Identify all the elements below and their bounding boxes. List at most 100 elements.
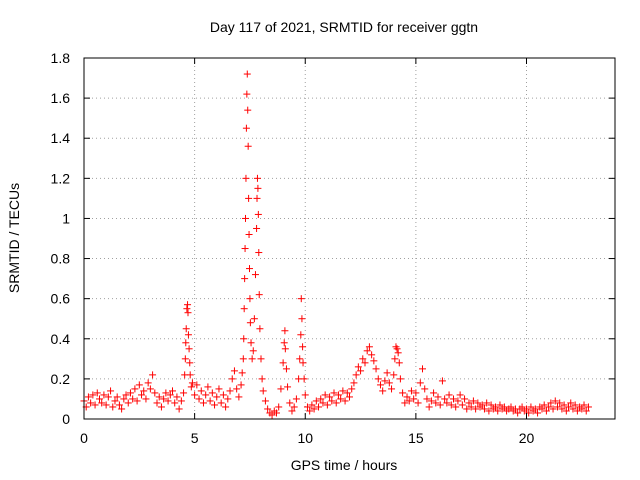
- data-point: [211, 401, 219, 409]
- data-point: [241, 245, 249, 253]
- data-point: [567, 399, 575, 407]
- data-point: [290, 403, 298, 411]
- data-point: [184, 309, 192, 317]
- data-point: [432, 399, 440, 407]
- data-point: [434, 393, 442, 401]
- y-tick-label: 0.8: [51, 251, 71, 267]
- data-point: [240, 305, 248, 313]
- data-point: [401, 399, 409, 407]
- data-point: [142, 395, 150, 403]
- data-point: [202, 391, 210, 399]
- data-point: [183, 305, 191, 313]
- data-point: [571, 401, 579, 409]
- data-point: [438, 377, 446, 385]
- data-point: [560, 401, 568, 409]
- data-point: [556, 399, 564, 407]
- data-point: [396, 375, 404, 383]
- data-point: [251, 271, 259, 279]
- data-point: [531, 405, 539, 413]
- data-point: [343, 389, 351, 397]
- data-point: [184, 301, 192, 309]
- data-point: [111, 397, 119, 405]
- data-point: [195, 395, 203, 403]
- data-point: [146, 385, 154, 393]
- data-point: [523, 405, 530, 413]
- data-point: [126, 389, 134, 397]
- data-point: [98, 399, 106, 407]
- data-point: [547, 399, 555, 407]
- data-point: [315, 403, 323, 411]
- data-point: [412, 389, 420, 397]
- data-point: [469, 397, 477, 405]
- data-point: [93, 389, 101, 397]
- data-point: [166, 391, 174, 399]
- data-point: [443, 399, 451, 407]
- data-point: [381, 377, 389, 385]
- data-point: [441, 395, 449, 403]
- data-point: [301, 391, 309, 399]
- data-point: [317, 395, 325, 403]
- data-point: [321, 391, 329, 399]
- data-point: [348, 385, 356, 393]
- data-point: [277, 385, 285, 393]
- data-point: [376, 381, 384, 389]
- data-point: [494, 407, 502, 415]
- data-point: [186, 359, 194, 367]
- data-point: [436, 401, 444, 409]
- data-point: [241, 275, 249, 283]
- data-point: [124, 399, 132, 407]
- data-point: [286, 399, 294, 407]
- data-point: [368, 351, 376, 359]
- data-point: [239, 355, 247, 363]
- x-tick-label: 10: [297, 430, 313, 446]
- data-point: [463, 405, 471, 413]
- data-point: [323, 401, 331, 409]
- data-point: [171, 399, 179, 407]
- data-point: [107, 387, 115, 395]
- data-point: [558, 405, 566, 413]
- data-point: [129, 395, 137, 403]
- data-point: [186, 371, 194, 379]
- data-point: [256, 325, 264, 333]
- data-point: [91, 401, 99, 409]
- data-point: [374, 375, 382, 383]
- data-point: [299, 359, 307, 367]
- data-point: [370, 357, 378, 365]
- data-point: [197, 387, 205, 395]
- data-point: [383, 369, 391, 377]
- data-point: [149, 371, 157, 379]
- data-point: [258, 375, 266, 383]
- x-axis-label: GPS time / hours: [291, 457, 398, 473]
- data-point: [485, 407, 493, 415]
- data-point: [122, 391, 130, 399]
- data-point: [365, 343, 373, 351]
- data-point: [280, 339, 288, 347]
- data-point: [228, 375, 236, 383]
- data-point: [185, 345, 193, 353]
- data-point: [255, 249, 263, 257]
- data-point: [350, 379, 358, 387]
- data-point: [257, 355, 265, 363]
- data-point: [113, 393, 121, 401]
- data-point: [492, 403, 500, 411]
- data-point: [224, 395, 232, 403]
- data-point: [235, 393, 243, 401]
- data-point: [573, 407, 581, 415]
- data-point: [233, 385, 241, 393]
- data-point: [244, 142, 252, 150]
- data-point: [538, 405, 546, 413]
- data-point: [272, 409, 280, 417]
- data-point: [518, 403, 526, 411]
- data-point: [244, 106, 252, 114]
- data-point: [391, 355, 399, 363]
- data-point: [357, 367, 365, 375]
- data-point: [237, 381, 245, 389]
- data-point: [419, 365, 427, 373]
- data-point: [496, 401, 504, 409]
- chart-title: Day 117 of 2021, SRMTID for receiver ggt…: [210, 19, 478, 35]
- data-point: [279, 359, 287, 367]
- data-point: [359, 355, 367, 363]
- data-point: [569, 405, 577, 413]
- data-point: [245, 194, 253, 202]
- data-point: [182, 325, 190, 333]
